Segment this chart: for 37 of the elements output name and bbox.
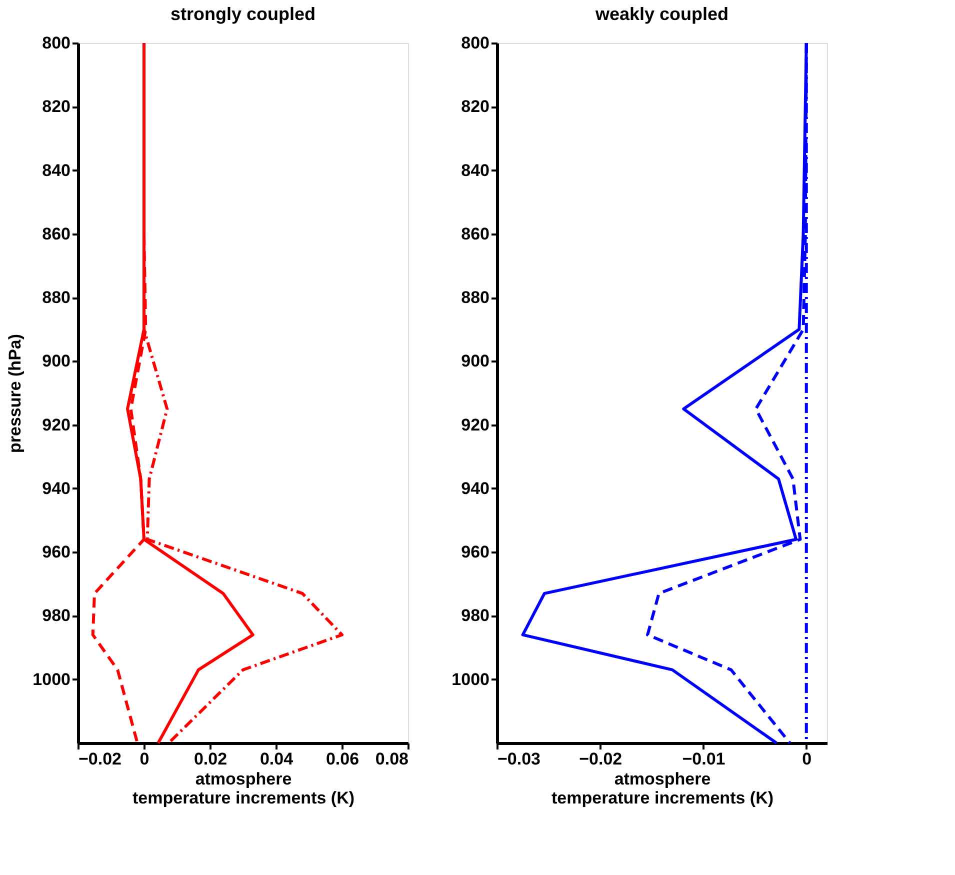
- x-tick-label: −0.03: [498, 750, 541, 768]
- y-tick-label: 860: [461, 224, 490, 244]
- y-tick-label: 980: [42, 606, 70, 626]
- x-tick-label: −0.01: [682, 750, 726, 768]
- x-tick-label: 0: [802, 750, 812, 768]
- y-tick-label: 960: [461, 542, 490, 562]
- y-tick-label: 840: [461, 160, 490, 180]
- chart-title: strongly coupled: [170, 4, 316, 24]
- y-tick-label: 860: [42, 224, 70, 244]
- y-tick-label: 880: [42, 288, 70, 308]
- y-tick-label: 900: [42, 352, 70, 371]
- y-tick-label: 820: [42, 97, 70, 116]
- x-tick-label: −0.02: [579, 750, 622, 768]
- y-tick-label: 920: [42, 415, 70, 434]
- y-axis-title: pressure (hPa): [6, 334, 25, 454]
- y-tick-label: 800: [42, 34, 70, 52]
- x-tick-label: 0.08: [375, 750, 408, 768]
- y-tick-label: 940: [42, 478, 70, 498]
- x-tick-label: 0: [140, 750, 150, 768]
- y-tick-label: 900: [461, 352, 490, 371]
- x-tick-label: 0.06: [326, 750, 360, 768]
- y-tick-label: 880: [461, 288, 490, 308]
- x-tick-label: 0.02: [194, 750, 228, 768]
- y-tick-label: 820: [461, 97, 490, 116]
- x-tick-label: 0.04: [260, 750, 294, 768]
- x-axis-title: atmosphere temperature increments (K): [132, 770, 355, 808]
- y-tick-label: 840: [42, 160, 70, 180]
- y-tick-label: 1000: [32, 670, 70, 689]
- y-tick-label: 920: [461, 415, 490, 434]
- y-tick-label: 940: [461, 478, 490, 498]
- y-tick-label: 1000: [452, 670, 490, 689]
- y-tick-label: 800: [461, 34, 490, 52]
- y-tick-label: 960: [42, 542, 70, 562]
- chart-title: weakly coupled: [594, 4, 729, 24]
- y-tick-label: 980: [461, 606, 490, 626]
- x-axis-title: atmosphere temperature increments (K): [551, 770, 774, 808]
- x-tick-label: −0.02: [78, 750, 122, 768]
